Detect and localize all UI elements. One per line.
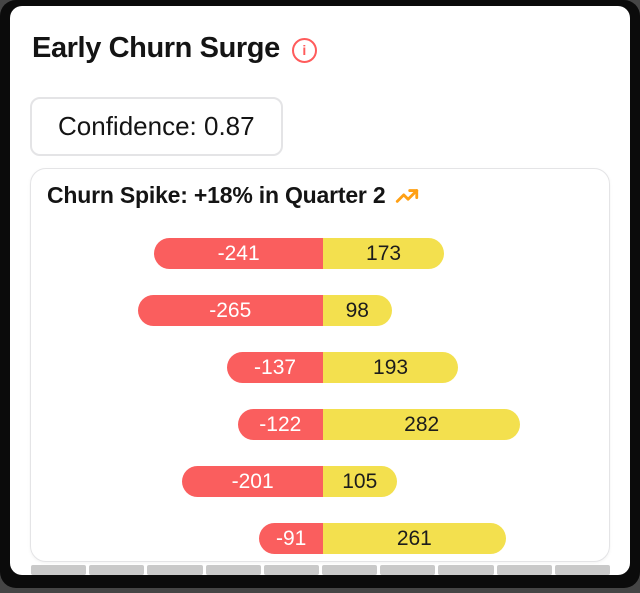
card-header: Early Churn Surge i xyxy=(32,32,317,65)
chart-card: Churn Spike: +18% in Quarter 2 -241 173 -2… xyxy=(30,168,610,562)
partial-table-cell xyxy=(496,565,552,575)
bar-positive-segment: 98 xyxy=(323,295,392,326)
partial-table-cell xyxy=(147,565,203,575)
partial-table-cell xyxy=(31,565,87,575)
bar-row: -137 193 xyxy=(31,352,609,383)
page-title: Early Churn Surge xyxy=(32,32,280,64)
partial-table-row xyxy=(31,565,611,575)
bar-negative-segment: -91 xyxy=(259,523,323,554)
bar-positive-segment: 282 xyxy=(323,409,521,440)
partial-table-cell xyxy=(263,565,320,575)
partial-table-cell xyxy=(322,565,378,575)
bar-negative-segment: -265 xyxy=(137,295,323,326)
bar-row: -91 261 xyxy=(31,523,609,554)
bar-positive-segment: 173 xyxy=(323,238,445,269)
bar-negative-segment: -241 xyxy=(154,238,323,269)
bar-row: -241 173 xyxy=(31,238,609,269)
info-icon[interactable]: i xyxy=(291,37,317,63)
partial-table-cell xyxy=(438,565,494,575)
diverging-bar-chart: -241 173 -265 98 -137 193 -122 282 -201 105 -91 261 xyxy=(31,169,609,561)
partial-table-cell xyxy=(554,565,611,575)
bar-negative-segment: -137 xyxy=(227,352,323,383)
bar-row: -201 105 xyxy=(31,466,609,497)
bar-negative-segment: -201 xyxy=(182,466,323,497)
partial-table-cell xyxy=(89,565,145,575)
chart-header: Churn Spike: +18% in Quarter 2 xyxy=(47,182,420,209)
confidence-badge: Confidence: 0.87 xyxy=(30,97,283,156)
bar-row: -122 282 xyxy=(31,409,609,440)
bar-row: -265 98 xyxy=(31,295,609,326)
bar-positive-segment: 105 xyxy=(323,466,397,497)
trending-up-icon xyxy=(394,183,420,209)
bar-positive-segment: 261 xyxy=(323,523,506,554)
partial-table-cell xyxy=(380,565,436,575)
bar-positive-segment: 193 xyxy=(323,352,459,383)
insight-card: Early Churn Surge i Confidence: 0.87 Chu… xyxy=(10,6,630,575)
bar-negative-segment: -122 xyxy=(237,409,323,440)
chart-title: Churn Spike: +18% in Quarter 2 xyxy=(47,182,386,208)
partial-table-cell xyxy=(205,565,261,575)
